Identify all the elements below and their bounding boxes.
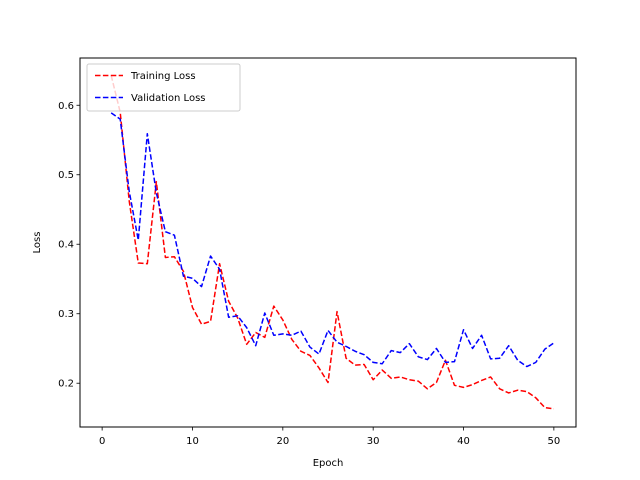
x-tick-label: 20	[276, 436, 289, 447]
x-tick-label: 30	[367, 436, 380, 447]
y-tick-label: 0.4	[58, 240, 74, 251]
plot-frame	[79, 57, 577, 428]
legend: Training Loss Validation Loss	[86, 63, 241, 112]
y-axis-label: Loss	[32, 232, 43, 254]
legend-label: Training Loss	[130, 71, 196, 82]
y-tick-label: 0.2	[58, 379, 74, 390]
y-tick-label: 0.6	[58, 101, 74, 112]
y-tick-label: 0.5	[58, 170, 74, 181]
x-tick-label: 40	[457, 436, 470, 447]
x-tick-label: 0	[99, 436, 105, 447]
x-axis-label: Epoch	[313, 458, 344, 469]
legend-label: Validation Loss	[131, 93, 206, 104]
y-tick-label: 0.3	[58, 309, 74, 320]
x-tick-label: 50	[547, 436, 560, 447]
x-tick-label: 10	[186, 436, 199, 447]
series-line-training-loss	[110, 75, 554, 410]
x-axis: 0 10 20 30 40 50	[99, 427, 560, 447]
legend-box	[86, 63, 241, 112]
y-axis: 0.2 0.3 0.4 0.5 0.6	[58, 101, 80, 390]
series-layer	[110, 75, 555, 410]
